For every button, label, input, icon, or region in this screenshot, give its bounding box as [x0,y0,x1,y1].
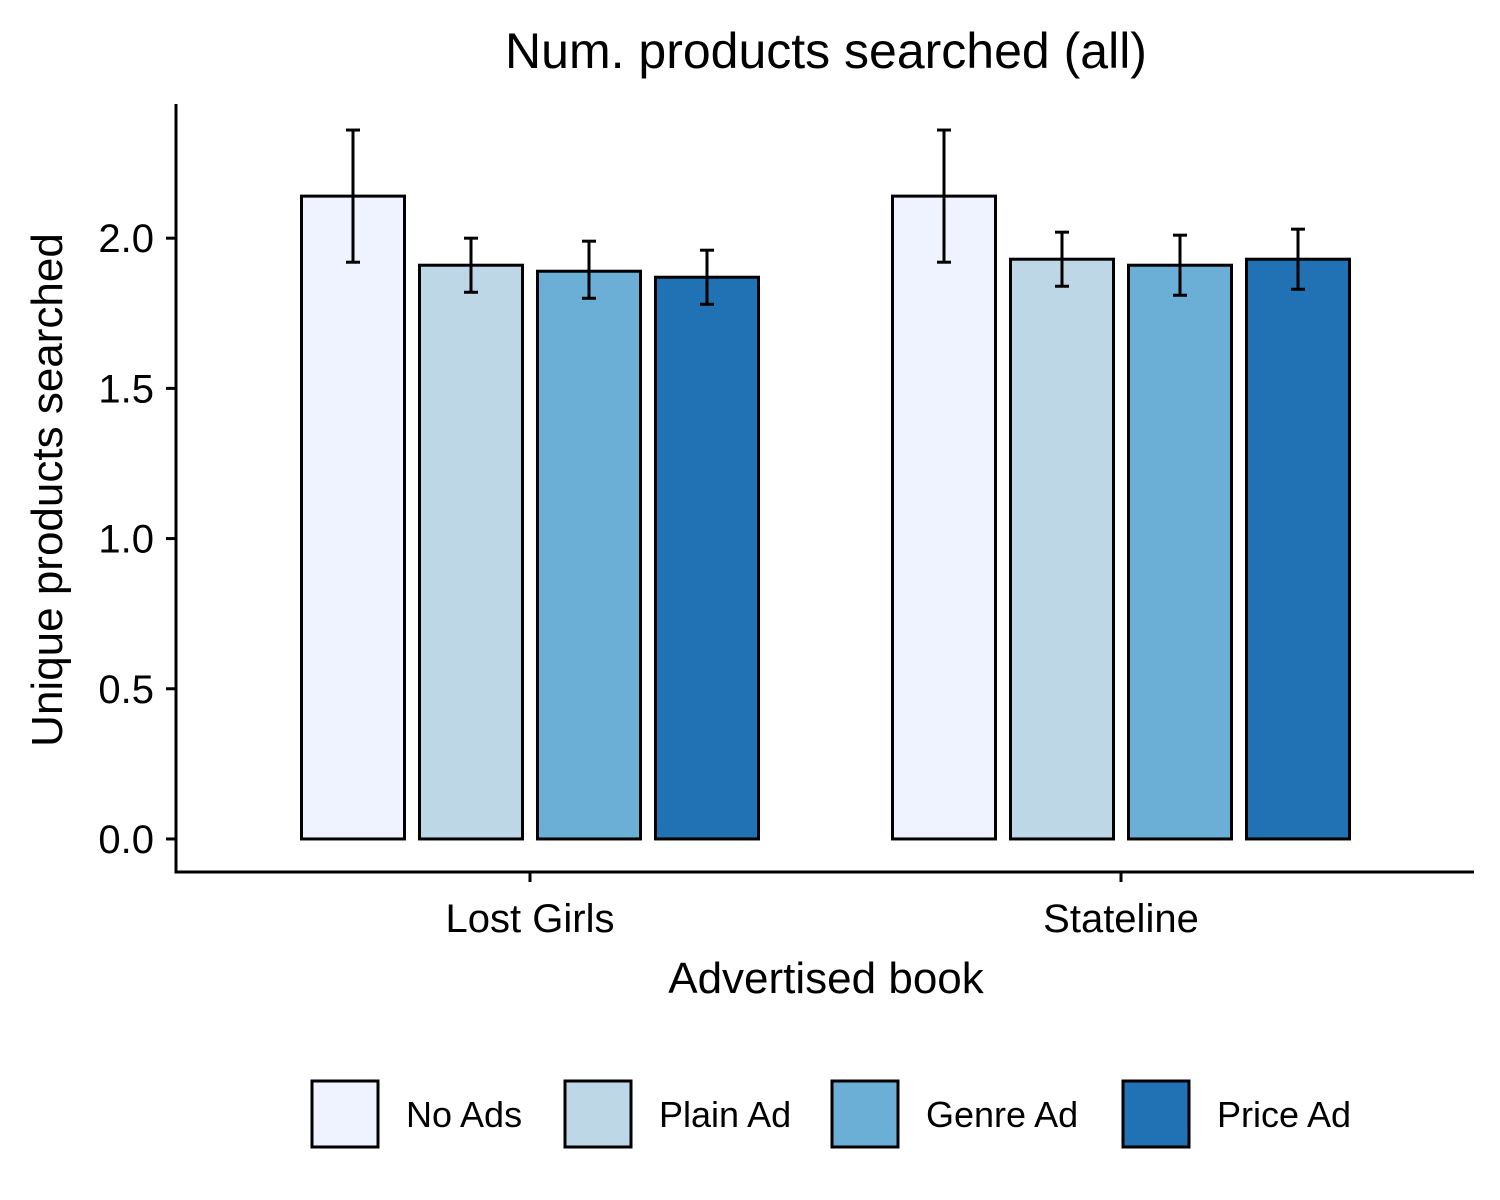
y-axis-title: Unique products searched [23,233,72,747]
bar-stateline-no-ads [891,194,997,841]
legend-label-genre-ad: Genre Ad [926,1094,1078,1135]
x-tick-label-stateline: Stateline [1043,897,1199,941]
legend: No Ads Plain Ad Genre Ad Price Ad [310,1079,1351,1149]
legend-swatch-no-ads [310,1079,380,1149]
legend-swatch-genre-ad [830,1079,900,1149]
bar-lost-girls-no-ads [300,194,406,841]
legend-item-genre-ad: Genre Ad [830,1079,1078,1149]
legend-item-no-ads: No Ads [310,1079,522,1149]
legend-swatch-price-ad [1121,1079,1191,1149]
legend-label-price-ad: Price Ad [1217,1094,1351,1135]
legend-swatch-plain-ad [563,1079,633,1149]
y-tick-label: 1.5 [98,367,154,411]
y-tick-label: 2.0 [98,217,154,261]
legend-item-price-ad: Price Ad [1121,1079,1351,1149]
bar-lost-girls-genre-ad [536,269,642,841]
bar-stateline-plain-ad [1009,257,1115,841]
legend-item-plain-ad: Plain Ad [563,1079,791,1149]
bar-lost-girls-price-ad [654,275,760,841]
bar-stateline-genre-ad [1127,263,1233,841]
bar-stateline-price-ad [1245,257,1351,841]
plot-area: 0.0 0.5 1.0 1.5 2.0 Lost Girls Stateline [98,104,1474,941]
y-tick-label: 0.5 [98,668,154,712]
y-axis-title-group: Unique products searched [23,233,72,747]
x-axis-title: Advertised book [668,954,985,1003]
x-tick-label-lost-girls: Lost Girls [446,897,615,941]
legend-label-plain-ad: Plain Ad [659,1094,791,1135]
chart-title: Num. products searched (all) [505,23,1147,79]
bar-lost-girls-plain-ad [418,263,524,841]
legend-label-no-ads: No Ads [406,1094,522,1135]
y-tick-label: 0.0 [98,818,154,862]
y-tick-label: 1.0 [98,518,154,562]
